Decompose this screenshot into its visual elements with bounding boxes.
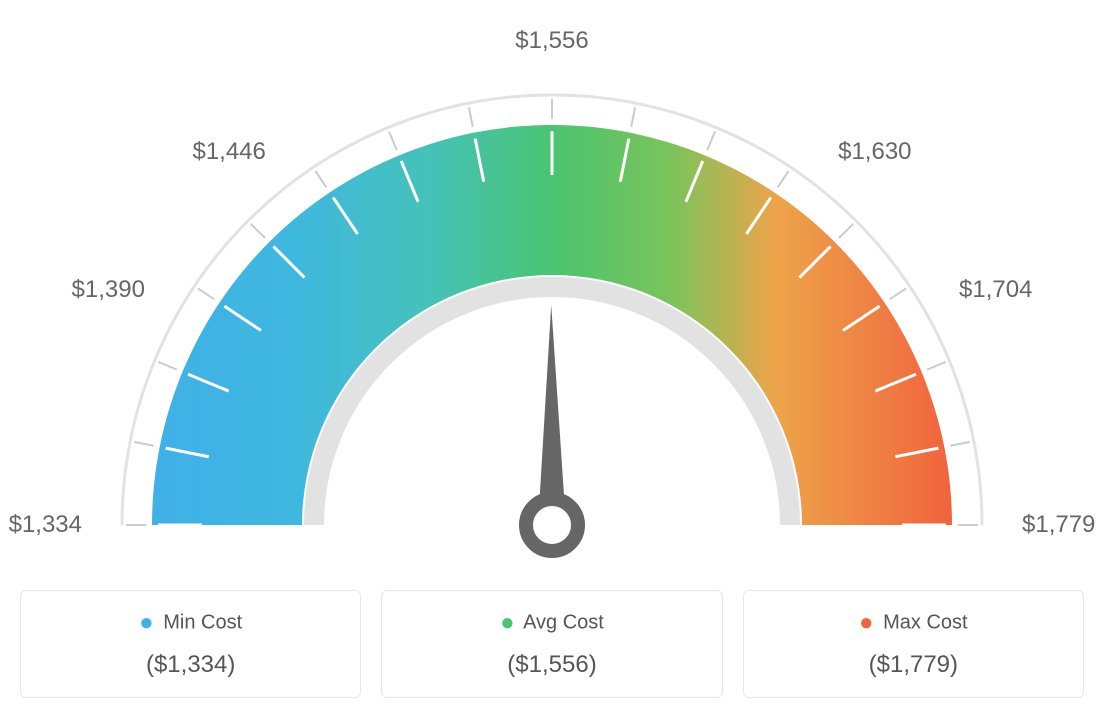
min-dot-icon: ●	[139, 609, 154, 636]
max-label-text: Max Cost	[883, 611, 967, 633]
avg-cost-card: ● Avg Cost ($1,556)	[381, 590, 722, 698]
summary-cards: ● Min Cost ($1,334) ● Avg Cost ($1,556) …	[20, 590, 1084, 698]
gauge-tick-label: $1,334	[9, 511, 82, 539]
min-cost-value: ($1,334)	[43, 651, 338, 679]
gauge-tick-label: $1,446	[192, 138, 265, 166]
gauge-svg	[20, 20, 1084, 580]
gauge-tick-label: $1,630	[838, 138, 911, 166]
cost-gauge: $1,334$1,390$1,446$1,556$1,630$1,704$1,7…	[20, 20, 1084, 580]
avg-cost-value: ($1,556)	[404, 651, 699, 679]
min-cost-label: ● Min Cost	[43, 609, 338, 637]
max-cost-label: ● Max Cost	[766, 609, 1061, 637]
gauge-tick-label: $1,704	[959, 276, 1032, 304]
max-dot-icon: ●	[859, 609, 874, 636]
avg-dot-icon: ●	[500, 609, 515, 636]
gauge-tick-label: $1,390	[72, 276, 145, 304]
avg-cost-label: ● Avg Cost	[404, 609, 699, 637]
min-cost-card: ● Min Cost ($1,334)	[20, 590, 361, 698]
gauge-tick-label: $1,779	[1022, 511, 1095, 539]
avg-label-text: Avg Cost	[523, 611, 604, 633]
max-cost-card: ● Max Cost ($1,779)	[743, 590, 1084, 698]
max-cost-value: ($1,779)	[766, 651, 1061, 679]
min-label-text: Min Cost	[163, 611, 242, 633]
gauge-tick-label: $1,556	[515, 27, 588, 55]
